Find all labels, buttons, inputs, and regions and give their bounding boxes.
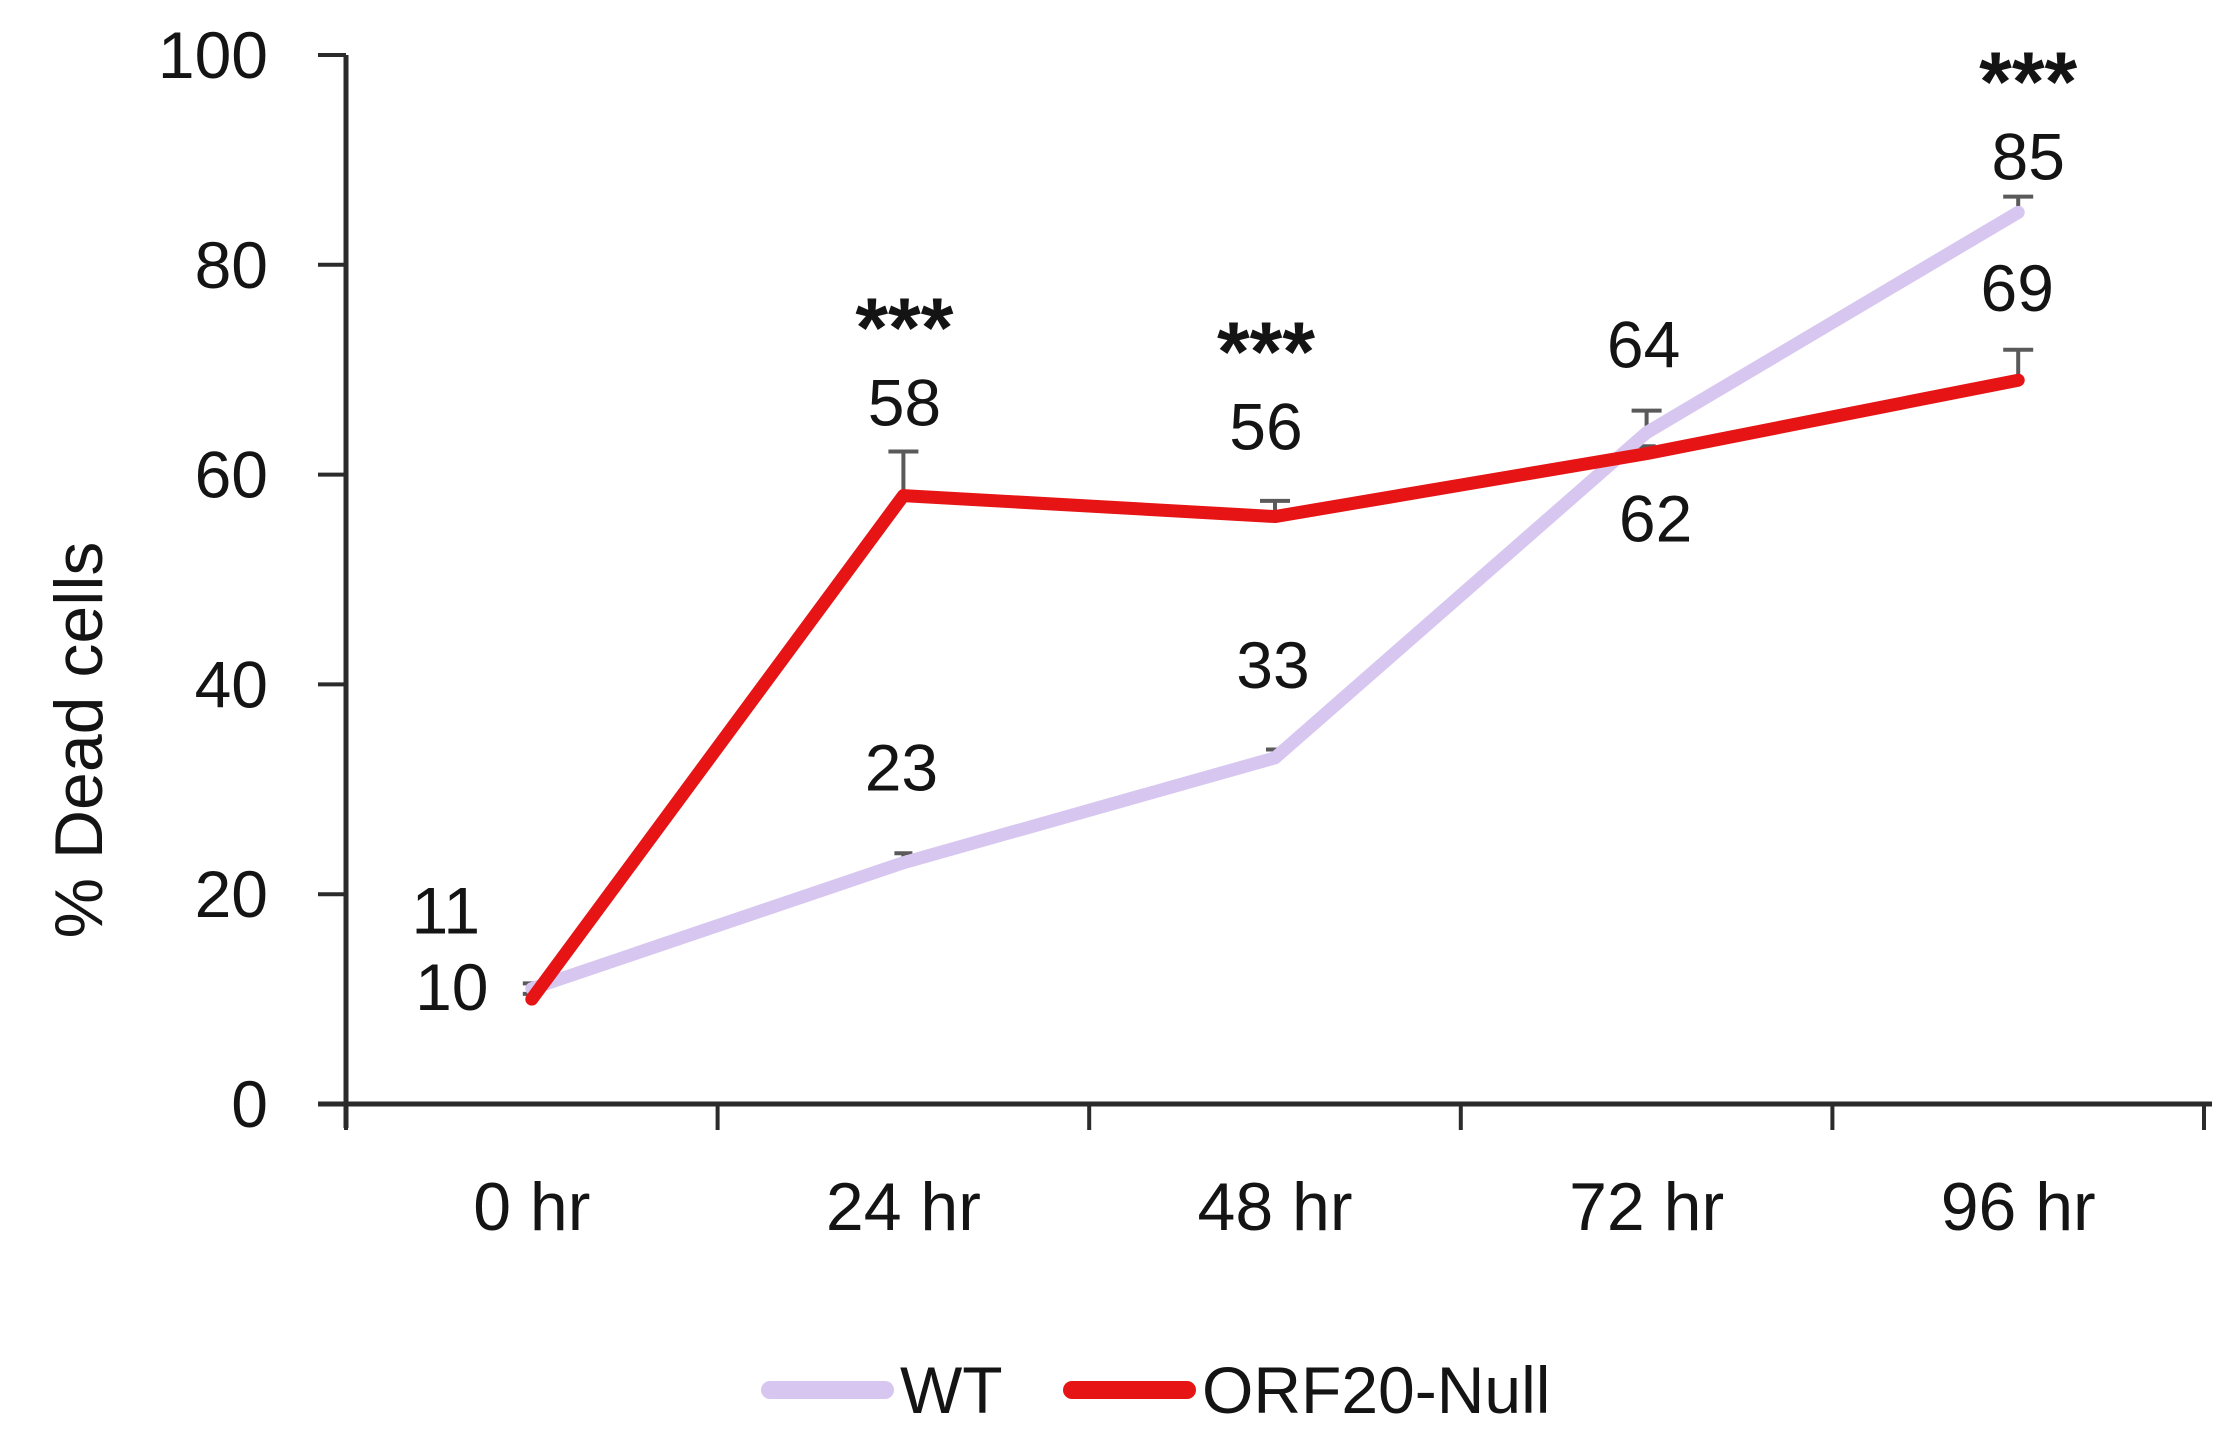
y-tick-label: 80 bbox=[195, 228, 268, 302]
point-label-wt: 11 bbox=[412, 874, 481, 948]
y-tick-label: 40 bbox=[195, 647, 268, 721]
significance-stars: *** bbox=[1217, 305, 1315, 399]
point-label-wt: 33 bbox=[1236, 628, 1309, 702]
y-axis-title: % Dead cells bbox=[41, 542, 117, 939]
y-tick-label: 0 bbox=[231, 1067, 268, 1141]
significance-stars: *** bbox=[855, 281, 953, 375]
legend-label-orf20-null: ORF20-Null bbox=[1202, 1353, 1550, 1427]
x-category-label: 72 hr bbox=[1569, 1169, 1724, 1245]
y-tick-label: 100 bbox=[158, 18, 268, 92]
point-label-orf20-null: 56 bbox=[1229, 390, 1302, 464]
point-label-wt: 23 bbox=[865, 731, 938, 805]
x-category-label: 48 hr bbox=[1198, 1169, 1353, 1245]
x-category-label: 0 hr bbox=[473, 1169, 590, 1245]
series-line-wt bbox=[525, 205, 2025, 996]
significance-stars: *** bbox=[1979, 34, 2077, 128]
point-label-orf20-null: 69 bbox=[1980, 251, 2053, 325]
x-category-label: 24 hr bbox=[826, 1169, 981, 1245]
series-line-orf20-null bbox=[525, 373, 2025, 1006]
point-label-wt: 64 bbox=[1607, 308, 1680, 382]
x-category-label: 96 hr bbox=[1941, 1169, 2096, 1245]
y-tick-label: 60 bbox=[195, 438, 268, 512]
y-tick-label: 20 bbox=[195, 857, 268, 931]
legend-label-wt: WT bbox=[900, 1353, 1003, 1427]
point-label-wt: 85 bbox=[1991, 119, 2064, 193]
point-label-orf20-null: 58 bbox=[868, 366, 941, 440]
point-label-orf20-null: 10 bbox=[415, 950, 488, 1024]
point-label-orf20-null: 62 bbox=[1619, 482, 1692, 556]
